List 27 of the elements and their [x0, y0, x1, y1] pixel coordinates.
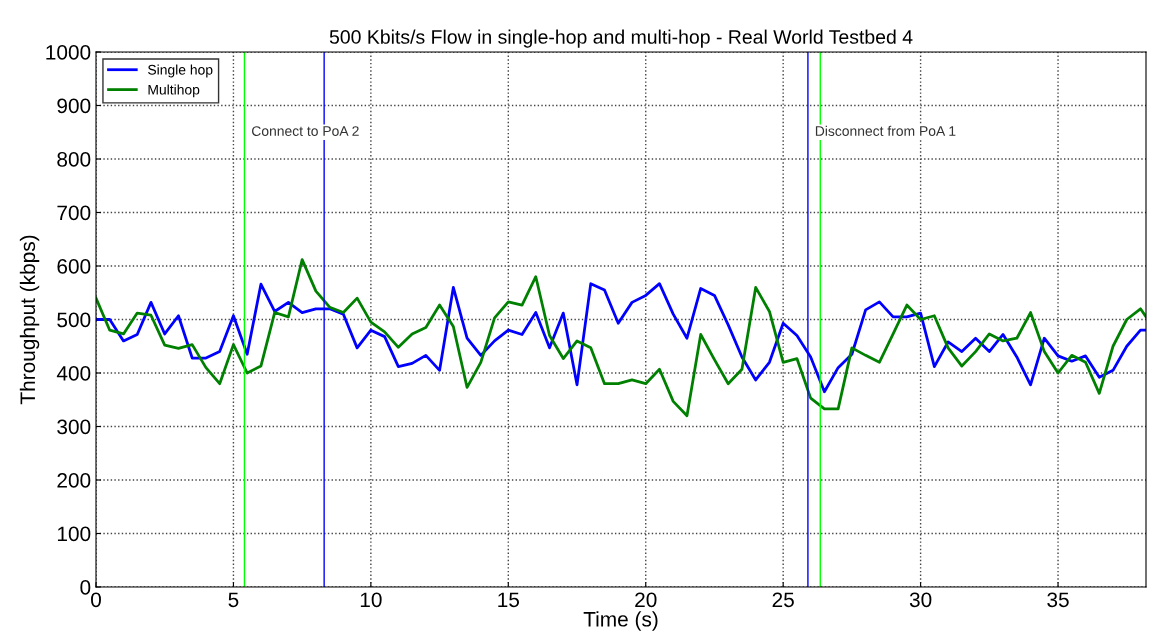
x-tick-label: 30	[909, 592, 932, 608]
y-tick-label: 100	[57, 526, 91, 542]
x-tick-label: 15	[498, 592, 520, 608]
line-series	[96, 258, 1146, 418]
y-tick-label: 800	[57, 152, 91, 167]
x-tick-label: 5	[228, 592, 239, 608]
x-axis-title: Time (s)	[583, 611, 658, 631]
y-tick-label: 700	[57, 205, 91, 221]
x-tick-label: 10	[360, 592, 382, 608]
ref-line-label: Connect to PoA 2	[252, 126, 359, 136]
x-tick-label: 0	[91, 592, 101, 608]
y-tick-label: 1000	[46, 45, 91, 60]
x-tick-label: 35	[1047, 592, 1069, 608]
y-tick-label: 0	[80, 580, 91, 595]
y-axis-title: Throughput (kbps)	[19, 235, 40, 405]
legend-label: Multihop	[148, 84, 200, 98]
chart-title: 500 Kbits/s Flow in single-hop and multi-hop - Real World Testbed 4	[329, 29, 913, 48]
y-tick-label: 200	[57, 473, 91, 488]
x-tick-label: 20	[635, 592, 657, 608]
y-tick-label: 600	[57, 259, 91, 274]
ref-line-label: Disconnect from PoA 1	[815, 125, 956, 136]
y-tick-label: 400	[56, 366, 91, 381]
x-tick-label: 25	[772, 592, 794, 608]
y-tick-label: 900	[57, 98, 91, 114]
legend-label: Single hop	[148, 64, 213, 78]
y-tick-label: 500	[57, 312, 91, 328]
y-tick-label: 300	[57, 419, 91, 435]
